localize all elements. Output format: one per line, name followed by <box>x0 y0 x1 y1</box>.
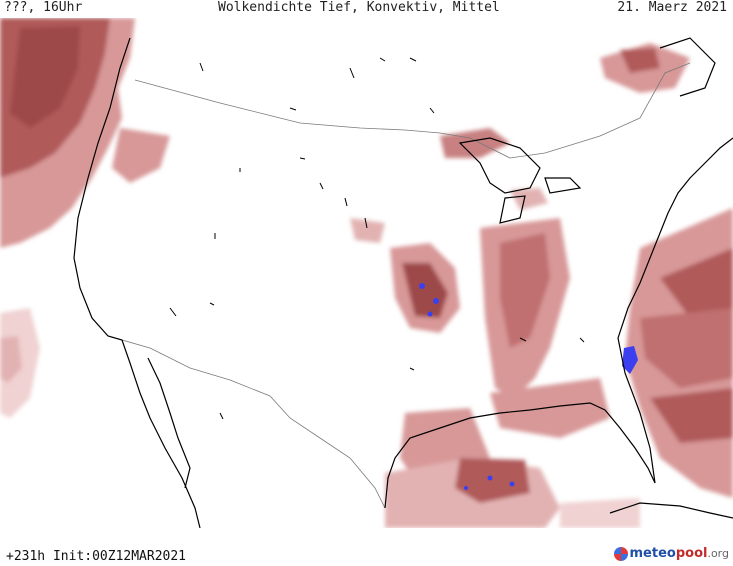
meteopool-logo[interactable]: meteo pool .org <box>613 546 729 561</box>
convective-cell-gulf-1 <box>487 475 493 481</box>
meteopool-logo-icon <box>613 546 628 561</box>
valid-time-label: ???, 16Uhr <box>4 0 83 15</box>
weather-map <box>0 18 733 528</box>
coast-cuba <box>609 502 733 519</box>
convective-cell-gulf-3 <box>464 486 468 490</box>
logo-text-main: meteo <box>629 546 676 561</box>
convective-cell-plains-1 <box>419 283 425 289</box>
convective-cell-gulf-2 <box>509 481 515 487</box>
header-bar: ???, 16Uhr Wolkendichte Tief, Konvektiv,… <box>0 0 733 18</box>
convective-cell-plains-3 <box>427 311 433 317</box>
logo-text-accent: pool <box>675 546 708 561</box>
lead-time-init: +231h Init:00Z12MAR2021 <box>6 549 187 564</box>
inland-water-specks <box>169 57 585 420</box>
footer-bar: +231h Init:00Z12MAR2021 meteo pool .org <box>0 540 733 566</box>
coast-baja <box>147 357 191 489</box>
cloud-field-great-lakes <box>440 128 510 158</box>
coast-atlantic <box>617 137 733 484</box>
convective-cell-florida <box>622 346 638 374</box>
convective-cells <box>419 283 638 490</box>
us-mexico-border <box>121 339 386 509</box>
us-canada-border <box>134 62 691 159</box>
map-title: Wolkendichte Tief, Konvektiv, Mittel <box>218 0 500 15</box>
coast-gulf <box>384 402 656 509</box>
coast-pacific <box>73 37 201 528</box>
cloud-field-gulf <box>490 378 610 438</box>
valid-date: 21. Maerz 2021 <box>617 0 727 15</box>
political-borders <box>121 62 691 509</box>
great-lakes-outline <box>458 137 541 194</box>
logo-text-tld: .org <box>707 547 729 560</box>
convective-cell-plains-2 <box>433 298 439 304</box>
cloud-field-pacific-core <box>10 26 80 128</box>
coast-hudson-bay <box>659 37 716 97</box>
cloud-field-bc-interior <box>112 128 170 183</box>
coastlines <box>73 37 733 528</box>
cloud-density-layer <box>0 18 733 528</box>
